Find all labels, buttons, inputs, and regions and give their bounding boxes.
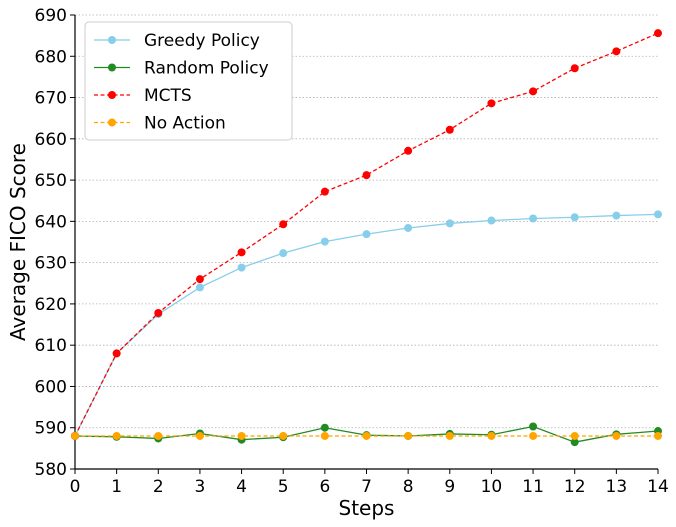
series-line [74, 213, 659, 437]
legend-item: Greedy Policy [94, 31, 260, 51]
x-tick-label: 9 [444, 477, 455, 497]
data-point [612, 47, 621, 56]
data-point [112, 349, 121, 358]
y-tick-label: 590 [35, 419, 67, 439]
y-tick-label: 580 [35, 460, 67, 480]
data-point [195, 283, 204, 292]
data-point [404, 223, 413, 232]
x-tick-label: 8 [403, 477, 414, 497]
data-point [529, 214, 538, 223]
y-tick-label: 690 [35, 6, 67, 26]
data-point [570, 213, 579, 222]
data-point [612, 211, 621, 220]
y-tick-label: 630 [35, 254, 67, 274]
data-point [320, 187, 329, 196]
series-group [71, 29, 662, 447]
x-tick-label: 7 [361, 477, 372, 497]
data-point [445, 125, 454, 134]
legend-item: MCTS [94, 86, 192, 106]
data-point [71, 431, 79, 440]
legend-marker [108, 36, 116, 44]
legend-marker [108, 118, 116, 127]
data-point [279, 249, 288, 258]
data-point [612, 431, 621, 440]
data-point [237, 263, 246, 272]
x-tick-label: 10 [481, 477, 503, 497]
x-tick-label: 14 [647, 477, 669, 497]
data-point [195, 275, 204, 284]
data-point [654, 210, 662, 219]
data-point [362, 171, 371, 180]
data-point [654, 29, 662, 38]
legend-label: Random Policy [144, 59, 269, 79]
data-point [570, 438, 579, 447]
legend-item: No Action [94, 114, 226, 134]
data-point [154, 431, 163, 440]
y-tick-label: 660 [35, 130, 67, 150]
data-point [195, 431, 204, 440]
y-tick-label: 650 [35, 171, 67, 191]
data-point [570, 64, 579, 73]
legend-item: Random Policy [94, 59, 269, 79]
x-tick-label: 2 [153, 477, 164, 497]
legend-marker [108, 91, 116, 99]
data-point [320, 431, 329, 440]
data-point [570, 431, 579, 440]
data-point [529, 422, 538, 431]
data-point [404, 431, 413, 440]
data-point [320, 237, 329, 246]
grid-lines [75, 14, 658, 470]
data-point [445, 431, 454, 440]
data-point [112, 431, 121, 440]
data-point [445, 219, 454, 228]
data-point [529, 431, 538, 440]
data-point [404, 146, 413, 155]
x-tick-label: 4 [236, 477, 247, 497]
x-tick-label: 13 [606, 477, 628, 497]
data-point [362, 230, 371, 239]
x-tick-label: 1 [111, 477, 122, 497]
data-point [320, 423, 329, 432]
series-line [74, 32, 659, 437]
y-axis-title: Average FICO Score [6, 143, 30, 341]
y-tick-label: 610 [35, 336, 67, 356]
y-tick-label: 670 [35, 89, 67, 109]
data-point [237, 431, 246, 440]
data-point [487, 431, 496, 440]
y-tick-label: 640 [35, 212, 67, 232]
x-tick-label: 0 [70, 477, 81, 497]
series-no-action [71, 431, 662, 440]
x-axis-title: Steps [339, 496, 395, 520]
y-tick-label: 680 [35, 47, 67, 67]
data-point [487, 99, 496, 108]
legend-box [84, 21, 293, 141]
legend-label: No Action [144, 114, 226, 134]
x-tick-label: 3 [195, 477, 206, 497]
data-point [237, 248, 246, 257]
x-tick-label: 6 [319, 477, 330, 497]
series-greedy-policy [71, 210, 662, 440]
data-point [279, 431, 288, 440]
legend: Greedy Policy Random Policy MCTS No Action [84, 21, 293, 141]
data-point [529, 87, 538, 96]
x-tick-label: 5 [278, 477, 289, 497]
x-tick-label: 11 [522, 477, 544, 497]
series-mcts [71, 29, 662, 440]
data-point [654, 431, 662, 440]
y-tick-label: 620 [35, 295, 67, 315]
data-point [279, 220, 288, 229]
data-point [154, 308, 163, 317]
data-point [362, 431, 371, 440]
legend-label: MCTS [144, 86, 192, 106]
legend-marker [108, 63, 116, 72]
legend-label: Greedy Policy [144, 31, 260, 51]
data-point [487, 216, 496, 225]
y-tick-label: 600 [35, 377, 67, 397]
x-tick-label: 12 [564, 477, 586, 497]
